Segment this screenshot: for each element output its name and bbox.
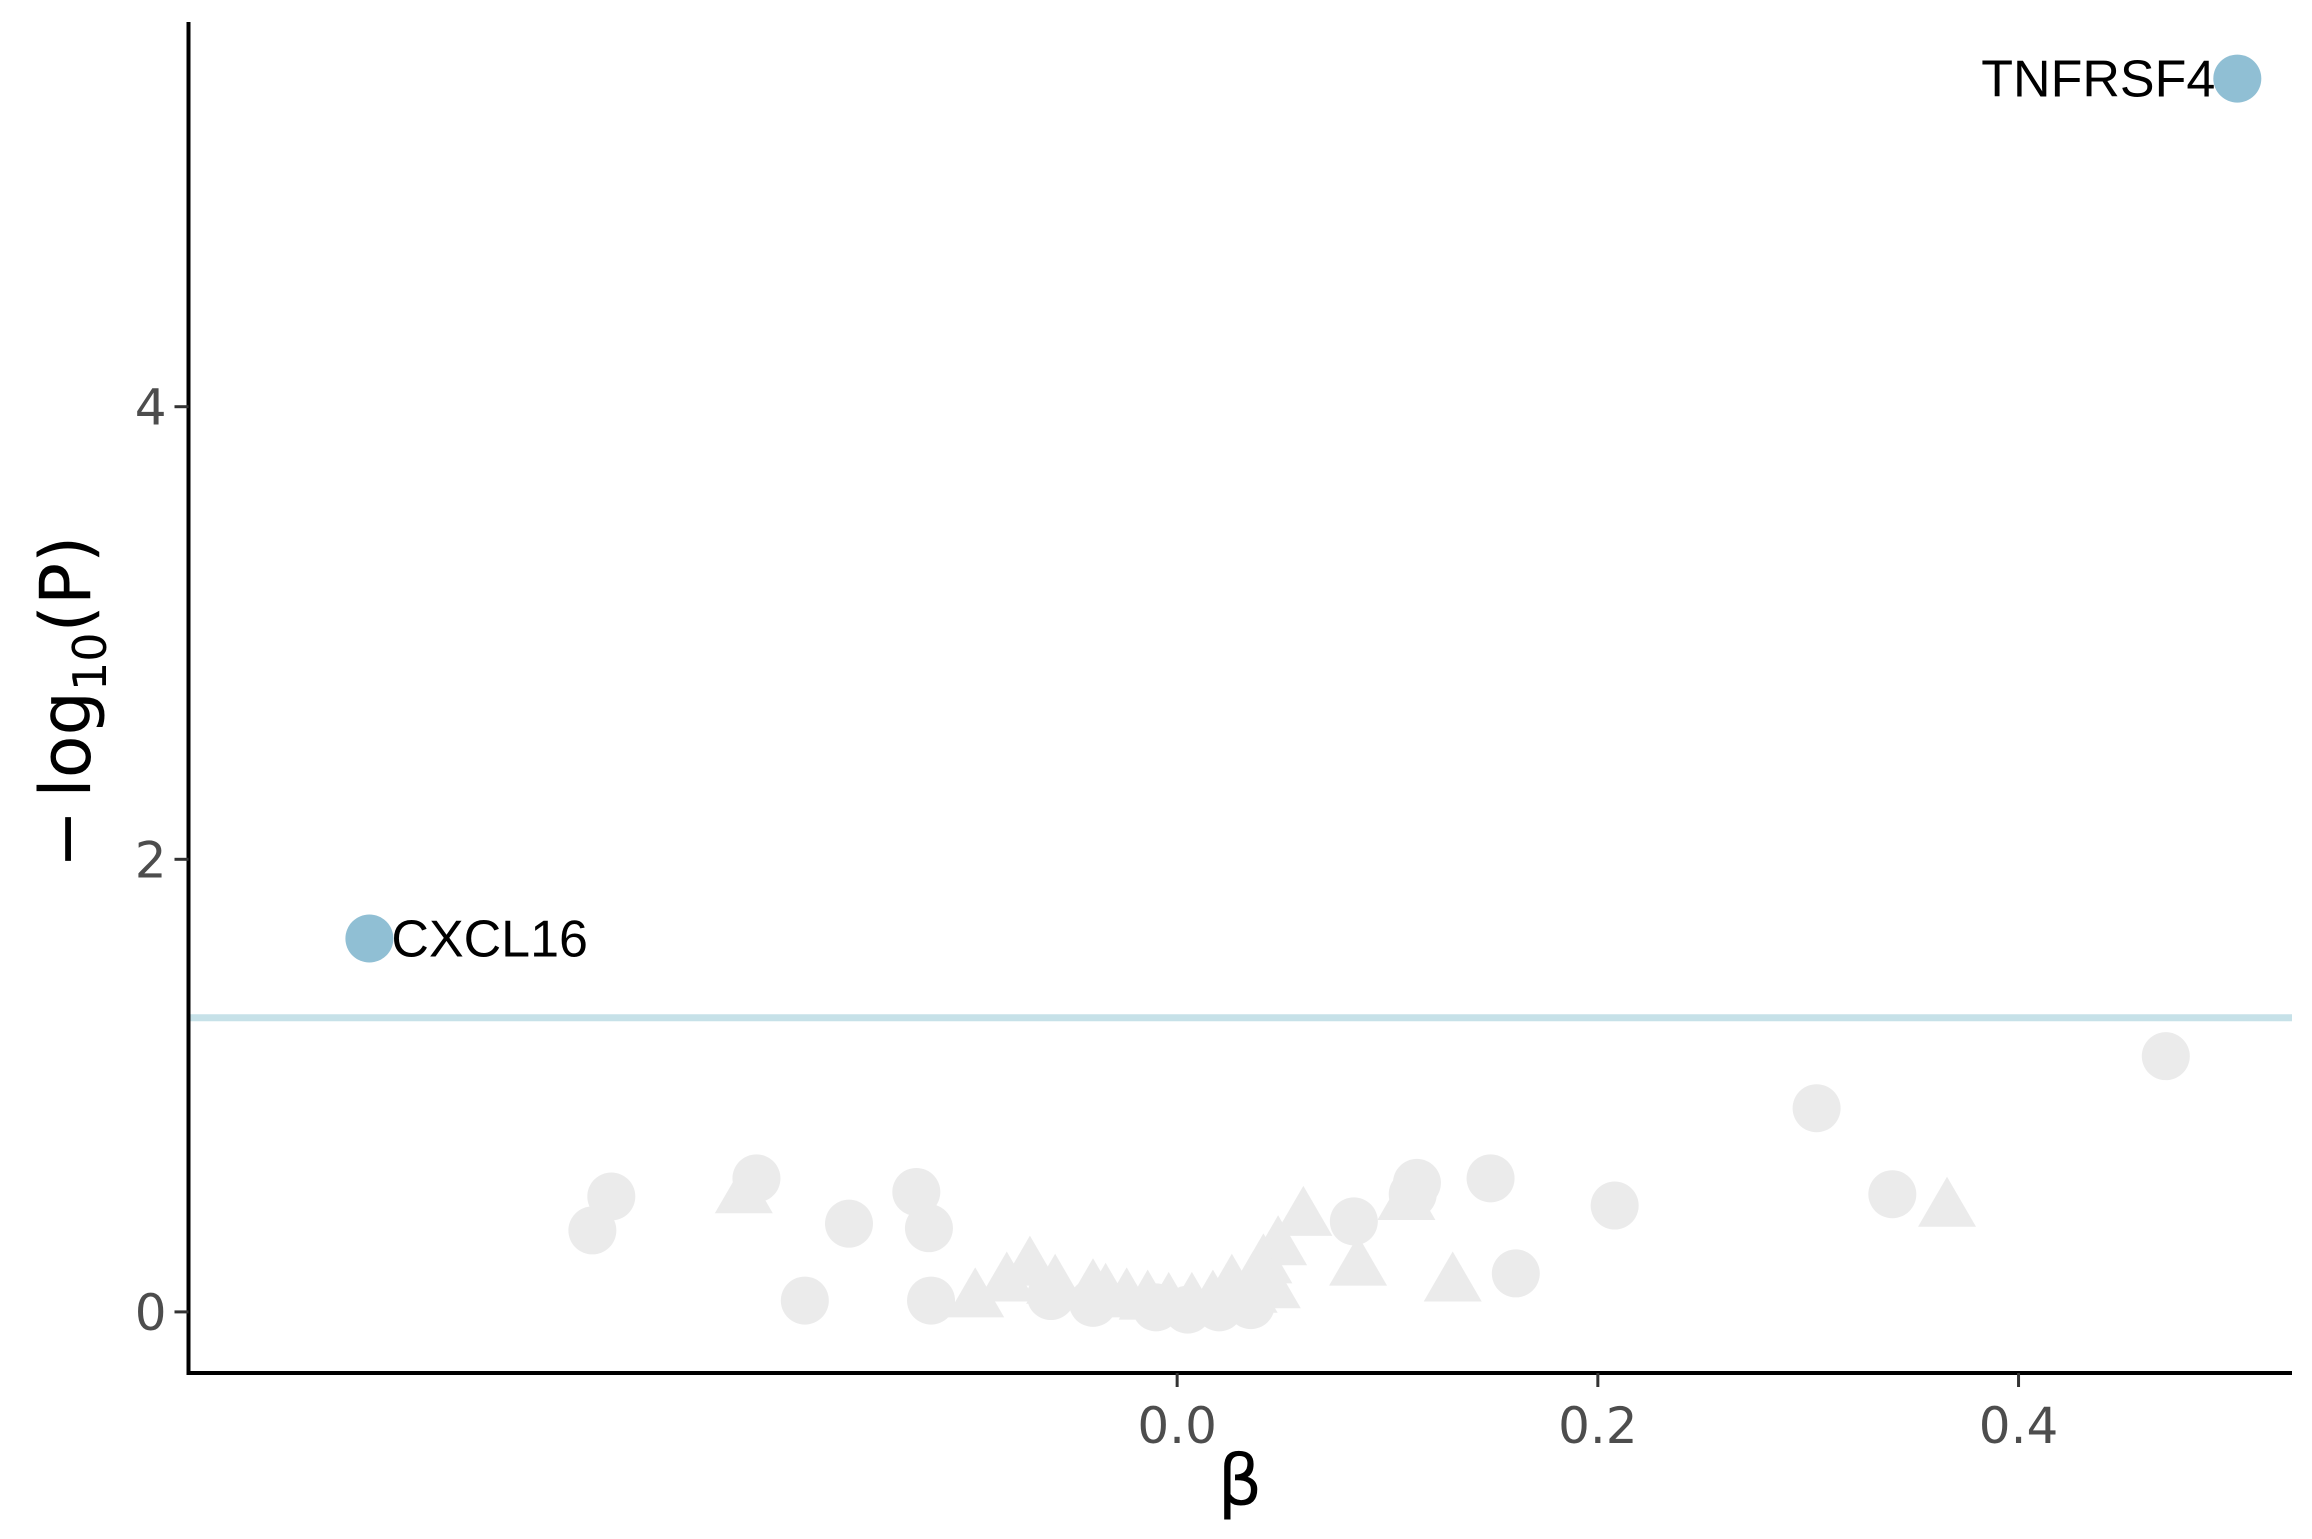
y-axis-title: − log10(P) [25, 536, 117, 869]
data-point-circle [1792, 1084, 1841, 1133]
data-point-circle [904, 1204, 953, 1253]
data-point-triangle [1026, 1253, 1085, 1304]
x-tick-label: 0.4 [1979, 1397, 2059, 1455]
point-label: CXCL16 [391, 911, 588, 969]
data-point-circle [1466, 1154, 1515, 1203]
y-tick-label: 2 [135, 831, 167, 889]
plot-area: TNFRSF4 CXCL16 [188, 51, 2292, 1334]
data-point-triangle [1202, 1253, 1261, 1304]
data-point-circle [1590, 1181, 1639, 1230]
y-axis-title-minus: − [25, 810, 107, 869]
point-label: TNFRSF4 [1981, 51, 2215, 109]
data-point-triangle [977, 1251, 1036, 1302]
data-point-circle [907, 1276, 956, 1325]
highlighted-point [2213, 54, 2262, 103]
x-axis-title: β [1218, 1440, 1263, 1522]
data-point-triangle [1423, 1251, 1482, 1302]
data-point-circle [824, 1199, 873, 1248]
data-point-circle [2141, 1032, 2190, 1081]
data-point-circle [892, 1167, 941, 1216]
svg-text:−log10(P): − log10(P) [25, 536, 117, 869]
data-point-triangle [946, 1267, 1005, 1318]
y-axis-title-arg: (P) [25, 536, 107, 633]
data-point-circle [1868, 1170, 1917, 1219]
data-point-triangle [714, 1163, 773, 1214]
data-point-triangle [1377, 1170, 1436, 1221]
y-axis-title-log: log [25, 691, 107, 798]
x-tick-label: 0.2 [1558, 1397, 1638, 1455]
ticks: 0.0 0.2 0.4 0 2 4 [135, 379, 2059, 1455]
data-point-triangle [1329, 1235, 1388, 1286]
y-tick-label: 0 [135, 1284, 167, 1342]
data-point-triangle [1918, 1176, 1977, 1227]
data-point-circle [780, 1276, 829, 1325]
y-tick-label: 4 [135, 379, 167, 437]
data-point-circle [1491, 1249, 1540, 1298]
data-point-circle [568, 1206, 617, 1255]
y-axis-title-subscript: 10 [63, 632, 117, 691]
data-point-circle [1329, 1197, 1378, 1246]
x-tick-label: 0.0 [1137, 1397, 1217, 1455]
highlighted-point [345, 914, 394, 963]
axes [186, 22, 2292, 1375]
data-point-triangle [1274, 1185, 1333, 1236]
data-point-triangle [1242, 1258, 1301, 1309]
